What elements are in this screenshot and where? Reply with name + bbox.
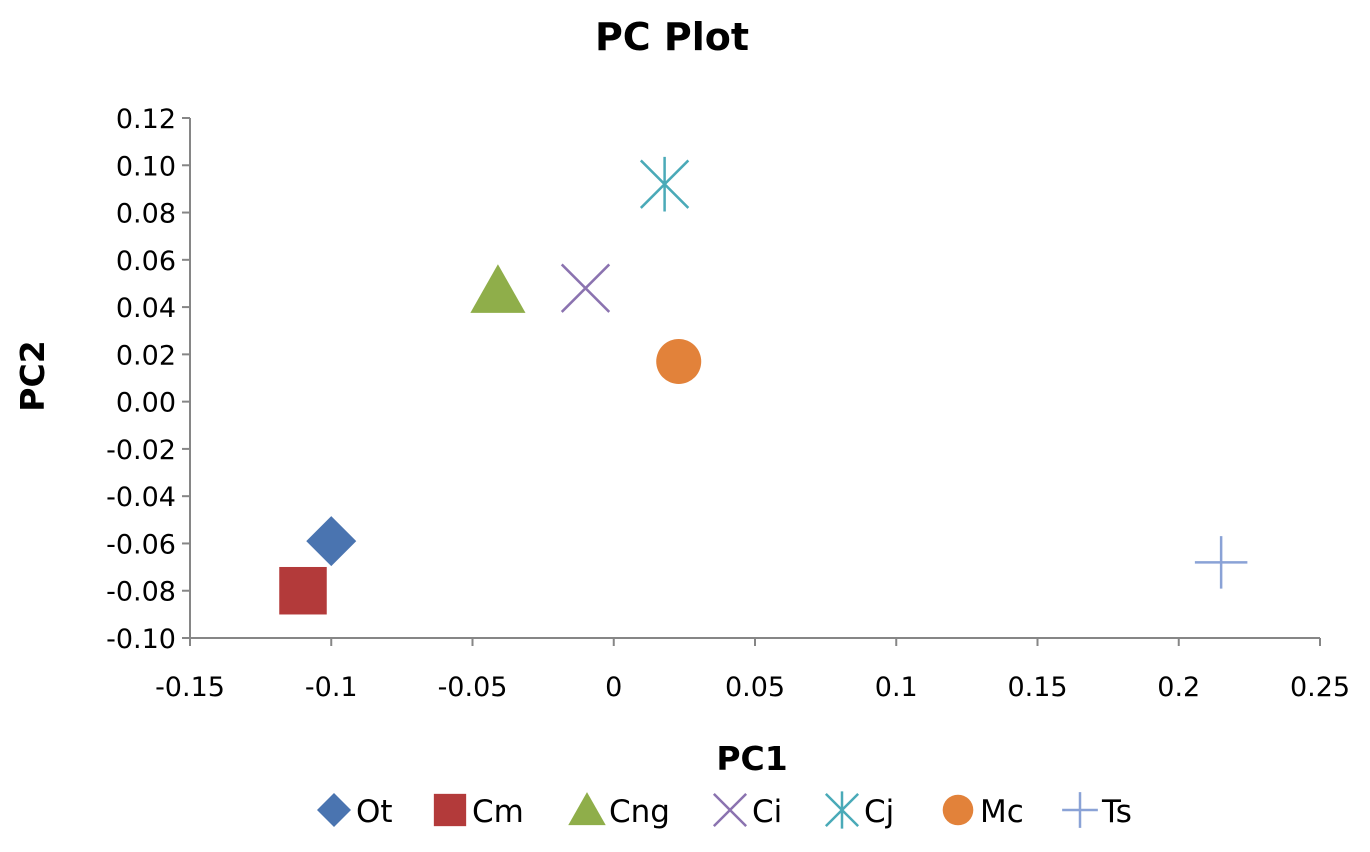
legend-marker-cm [433,793,467,827]
x-tick-label: 0.15 [1007,672,1067,703]
y-tick-label: 0.06 [116,246,176,277]
data-point-cng [470,264,526,313]
x-tick-label: -0.05 [438,672,508,703]
legend-label: Cj [864,794,894,830]
legend-marker-ts [1062,792,1098,828]
y-tick-label: -0.04 [106,482,176,513]
chart-title: PC Plot [595,15,749,59]
legend-marker-ci [712,792,748,828]
legend: Ot Cm Cng Ci Cj Mc Ts [317,791,1132,830]
x-tick-label: -0.1 [305,672,358,703]
legend-item-ot: Ot [317,793,393,830]
legend-item-ci: Ci [712,792,782,830]
y-tick-label: -0.06 [106,529,176,560]
legend-item-cng: Cng [568,792,670,830]
data-point-ts [1194,536,1248,589]
legend-marker-cng [568,792,606,826]
legend-item-mc: Mc [942,794,1024,830]
data-point-ci [560,263,611,313]
y-tick-label: -0.08 [106,577,176,608]
y-tick-label: 0.00 [116,388,176,419]
x-axis-ticks: -0.15 -0.1 -0.05 0 0.05 0.1 0.15 0.2 0.25 [155,638,1350,703]
legend-label: Ts [1101,794,1132,830]
data-point-ot [306,516,357,567]
y-axis-title: PC2 [13,340,52,411]
legend-item-cm: Cm [433,793,524,830]
x-tick-label: 0 [605,672,622,703]
y-tick-label: -0.02 [106,435,176,466]
x-tick-label: -0.15 [155,672,225,703]
legend-item-cj: Cj [824,791,894,830]
legend-label: Cng [609,794,670,830]
x-tick-label: 0.05 [725,672,785,703]
legend-item-ts: Ts [1062,792,1132,830]
x-axis-title: PC1 [716,739,787,778]
y-tick-label: 0.08 [116,199,176,230]
legend-marker-ot [317,793,351,827]
x-tick-label: 0.25 [1290,672,1350,703]
data-points [279,156,1248,615]
y-tick-label: 0.12 [116,104,176,135]
y-tick-label: 0.10 [116,151,176,182]
data-point-cm [279,566,327,615]
legend-marker-mc [942,794,974,826]
x-tick-label: 0.1 [875,672,918,703]
legend-label: Mc [980,794,1024,830]
legend-label: Ci [752,794,782,830]
y-tick-label: -0.10 [106,624,176,655]
data-point-cj [639,156,690,212]
axes [189,118,1320,639]
y-tick-label: 0.02 [116,340,176,371]
data-point-mc [656,338,702,384]
legend-label: Cm [472,794,524,830]
y-axis-ticks: 0.12 0.10 0.08 0.06 0.04 0.02 0.00 -0.02 -0.04 -0… [106,104,190,655]
legend-marker-cj [824,791,860,829]
x-tick-label: 0.2 [1157,672,1200,703]
y-tick-label: 0.04 [116,293,176,324]
legend-label: Ot [356,794,393,830]
